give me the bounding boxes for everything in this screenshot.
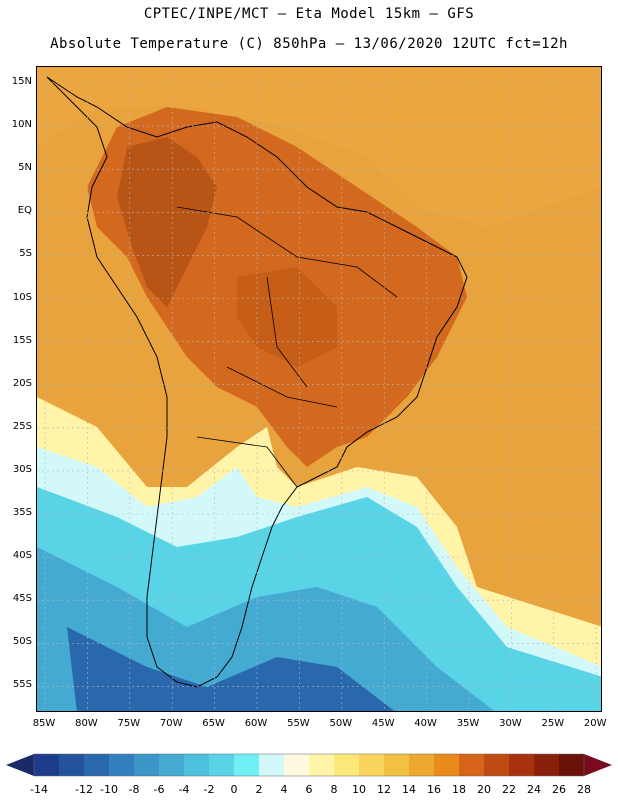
colorbar-segment bbox=[284, 754, 310, 776]
colorbar-segment bbox=[309, 754, 335, 776]
lon-label: 80W bbox=[75, 718, 98, 729]
lat-label: 45S bbox=[12, 593, 32, 605]
colorbar-segment bbox=[559, 754, 585, 776]
colorbar-segment bbox=[384, 754, 410, 776]
colorbar-segment bbox=[59, 754, 85, 776]
lon-label: 20W bbox=[583, 718, 607, 729]
colorbar-label: -12 bbox=[75, 783, 93, 796]
colorbar-segment bbox=[109, 754, 135, 776]
colorbar-segment bbox=[334, 754, 360, 776]
colorbar-segment bbox=[434, 754, 460, 776]
colorbar-segment bbox=[184, 754, 210, 776]
colorbar-segment bbox=[209, 754, 235, 776]
lat-label: 50S bbox=[12, 636, 32, 648]
colorbar-segment bbox=[159, 754, 185, 776]
temperature-map bbox=[36, 66, 602, 712]
lat-label: 30S bbox=[12, 463, 32, 475]
coldest-southern-zone bbox=[67, 627, 395, 711]
lat-lon-grid bbox=[37, 67, 601, 711]
lon-label: 65W bbox=[202, 718, 225, 729]
lat-label: 20S bbox=[12, 377, 32, 389]
south-america-outline bbox=[46, 76, 468, 688]
lat-label: 5N bbox=[18, 162, 32, 174]
lon-label: 60W bbox=[244, 718, 268, 729]
country-borders bbox=[176, 206, 398, 488]
colorbar-low-arrow bbox=[6, 754, 34, 776]
colorbar-frame bbox=[33, 753, 585, 777]
colorbar-label: -2 bbox=[203, 783, 215, 796]
colorbar-label: 10 bbox=[352, 783, 366, 796]
colorbar-label: 24 bbox=[527, 783, 541, 796]
lon-label: 75W bbox=[117, 718, 141, 729]
colorbar-segment bbox=[34, 754, 60, 776]
lat-label: 55S bbox=[12, 679, 32, 691]
colorbar-segment bbox=[359, 754, 385, 776]
colorbar-label: -14 bbox=[30, 783, 48, 796]
lon-label: 85W bbox=[32, 718, 56, 729]
colorbar-label: -6 bbox=[153, 783, 165, 796]
lat-label: 15S bbox=[12, 334, 32, 346]
colorbar-segment bbox=[234, 754, 260, 776]
colorbar-label: 20 bbox=[477, 783, 491, 796]
lon-label: 45W bbox=[371, 718, 395, 729]
colorbar-segment bbox=[134, 754, 160, 776]
lon-label: 35W bbox=[456, 718, 480, 729]
lat-label: 5S bbox=[19, 248, 32, 260]
lat-label: 10N bbox=[11, 119, 32, 131]
colorbar-label: 4 bbox=[280, 783, 288, 796]
map-canvas bbox=[37, 67, 601, 711]
colorbar-segment bbox=[509, 754, 535, 776]
colorbar-label: -4 bbox=[178, 783, 190, 796]
colorbar-label: 28 bbox=[577, 783, 591, 796]
lat-label: EQ bbox=[17, 205, 32, 217]
map-title-line1: CPTEC/INPE/MCT – Eta Model 15km – GFS bbox=[143, 6, 475, 22]
colorbar-label: 2 bbox=[255, 783, 263, 796]
lon-label: 25W bbox=[541, 718, 565, 729]
northern-warm-zone bbox=[37, 67, 601, 227]
colorbar-label: -10 bbox=[100, 783, 118, 796]
colorbar-label: 0 bbox=[230, 783, 238, 796]
lat-label: 35S bbox=[12, 507, 32, 518]
colorbar-label: 18 bbox=[452, 783, 466, 796]
colorbar-label: 14 bbox=[402, 783, 416, 796]
lat-label: 40S bbox=[12, 550, 32, 562]
map-title-line2: Absolute Temperature (C) 850hPa – 13/06/… bbox=[50, 36, 568, 52]
colorbar-label: 12 bbox=[377, 783, 391, 796]
colorbar-segment bbox=[484, 754, 510, 776]
lon-label: 30W bbox=[499, 718, 522, 729]
lon-label: 40W bbox=[414, 718, 437, 729]
colorbar-segment bbox=[84, 754, 110, 776]
colorbar-label: 8 bbox=[330, 783, 338, 796]
colorbar-segment bbox=[409, 754, 435, 776]
colorbar-label: 6 bbox=[305, 783, 313, 796]
central-brazil-hot-region bbox=[237, 267, 337, 367]
colorbar-label: 16 bbox=[427, 783, 441, 796]
lon-label: 55W bbox=[287, 718, 310, 729]
lon-label: 50W bbox=[329, 718, 353, 729]
lat-label: 15N bbox=[11, 76, 32, 87]
colorbar-high-arrow bbox=[584, 754, 612, 776]
lon-label: 70W bbox=[159, 718, 183, 729]
andes-north-hot-region bbox=[117, 137, 217, 307]
lat-label: 10S bbox=[12, 291, 32, 303]
colorbar-segment bbox=[459, 754, 485, 776]
colorbar-label: -8 bbox=[128, 783, 140, 796]
colorbar-segment bbox=[259, 754, 285, 776]
colorbar-label: 22 bbox=[502, 783, 516, 796]
colorbar-segment bbox=[534, 754, 560, 776]
colorbar-label: 26 bbox=[552, 783, 566, 796]
lat-label: 25S bbox=[12, 420, 32, 432]
color-scale-bar bbox=[6, 753, 612, 777]
